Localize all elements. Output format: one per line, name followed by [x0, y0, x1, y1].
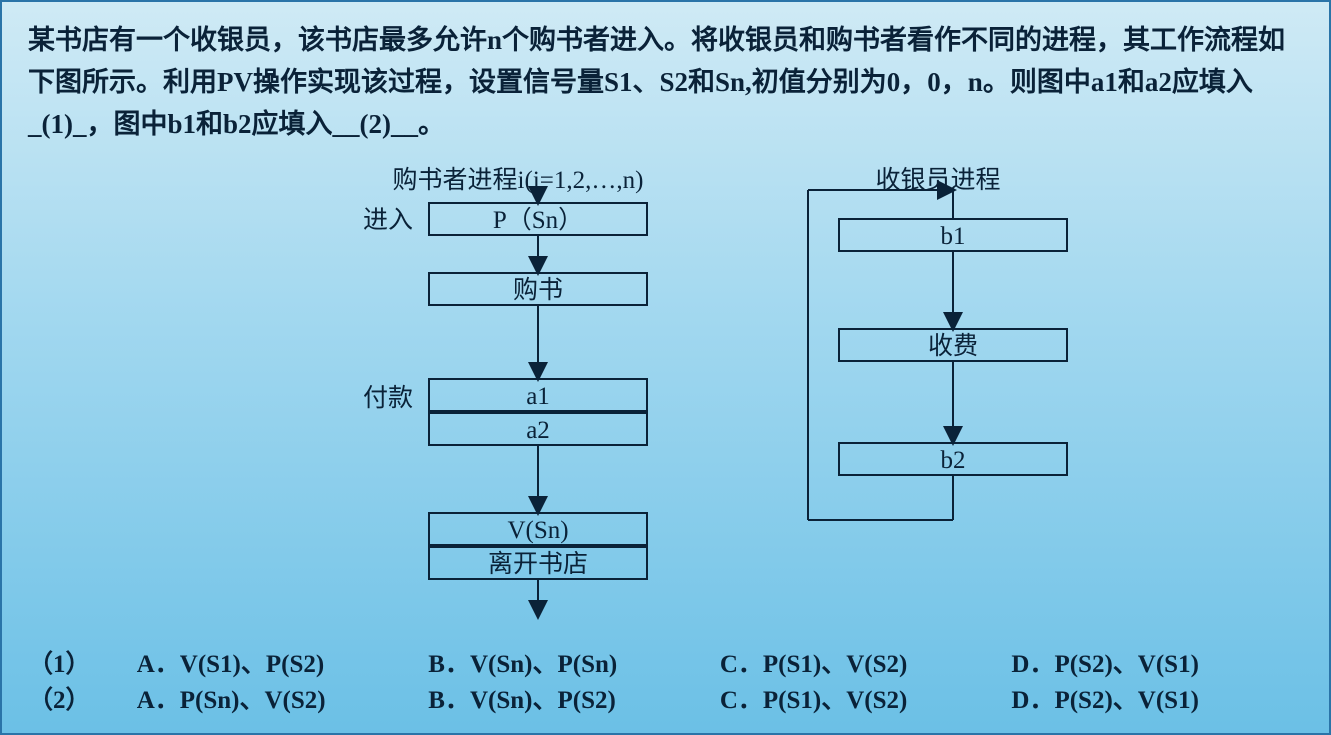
answer-2-c: C．P(S1)、V(S2): [720, 683, 1012, 719]
answer-row-2: （2） A．P(Sn)、V(S2) B．V(Sn)、P(S2) C．P(S1)、…: [28, 683, 1303, 719]
box-buy-book-label: 购书: [430, 274, 646, 308]
pay-label: 付款: [363, 378, 413, 414]
box-a1-label: a1: [430, 380, 646, 414]
answer-2-b: B．V(Sn)、P(S2): [428, 683, 720, 719]
answer-1-a: A．V(S1)、P(S2): [137, 647, 429, 683]
box-p-sn: P（Sn）: [428, 202, 648, 236]
box-buy-book: 购书: [428, 272, 648, 306]
page-root: 某书店有一个收银员，该书店最多允许n个购书者进入。将收银员和购书者看作不同的进程…: [0, 0, 1331, 735]
flow-diagram: 购书者进程i(i=1,2,…,n) 收银员进程 进入 付款 P（Sn） 购书 a…: [28, 160, 1303, 630]
box-a1: a1: [428, 378, 648, 412]
arrow-layer: [28, 160, 1303, 630]
box-a2-label: a2: [430, 414, 646, 448]
answer-1-d: D．P(S2)、V(S1): [1011, 647, 1303, 683]
box-b2: b2: [838, 442, 1068, 476]
box-v-sn-label: V(Sn): [430, 514, 646, 548]
question-text: 某书店有一个收银员，该书店最多允许n个购书者进入。将收银员和购书者看作不同的进程…: [28, 20, 1303, 146]
box-charge: 收费: [838, 328, 1068, 362]
enter-label: 进入: [363, 200, 413, 236]
answer-2-a: A．P(Sn)、V(S2): [137, 683, 429, 719]
buyer-process-title: 购书者进程i(i=1,2,…,n): [338, 160, 698, 196]
box-leave-store-label: 离开书店: [430, 548, 646, 582]
answer-2-d: D．P(S2)、V(S1): [1011, 683, 1303, 719]
cashier-process-title: 收银员进程: [828, 160, 1048, 196]
box-p-sn-label: P（Sn）: [430, 204, 646, 238]
answer-2-lead: （2）: [28, 683, 137, 719]
answer-1-c: C．P(S1)、V(S2): [720, 647, 1012, 683]
answer-1-b: B．V(Sn)、P(Sn): [428, 647, 720, 683]
box-b1: b1: [838, 218, 1068, 252]
box-a2: a2: [428, 412, 648, 446]
answer-options: （1） A．V(S1)、P(S2) B．V(Sn)、P(Sn) C．P(S1)、…: [28, 647, 1303, 720]
box-charge-label: 收费: [840, 330, 1066, 364]
box-b1-label: b1: [840, 220, 1066, 254]
box-v-sn: V(Sn): [428, 512, 648, 546]
answer-row-1: （1） A．V(S1)、P(S2) B．V(Sn)、P(Sn) C．P(S1)、…: [28, 647, 1303, 683]
box-leave-store: 离开书店: [428, 546, 648, 580]
box-b2-label: b2: [840, 444, 1066, 478]
answer-1-lead: （1）: [28, 647, 137, 683]
